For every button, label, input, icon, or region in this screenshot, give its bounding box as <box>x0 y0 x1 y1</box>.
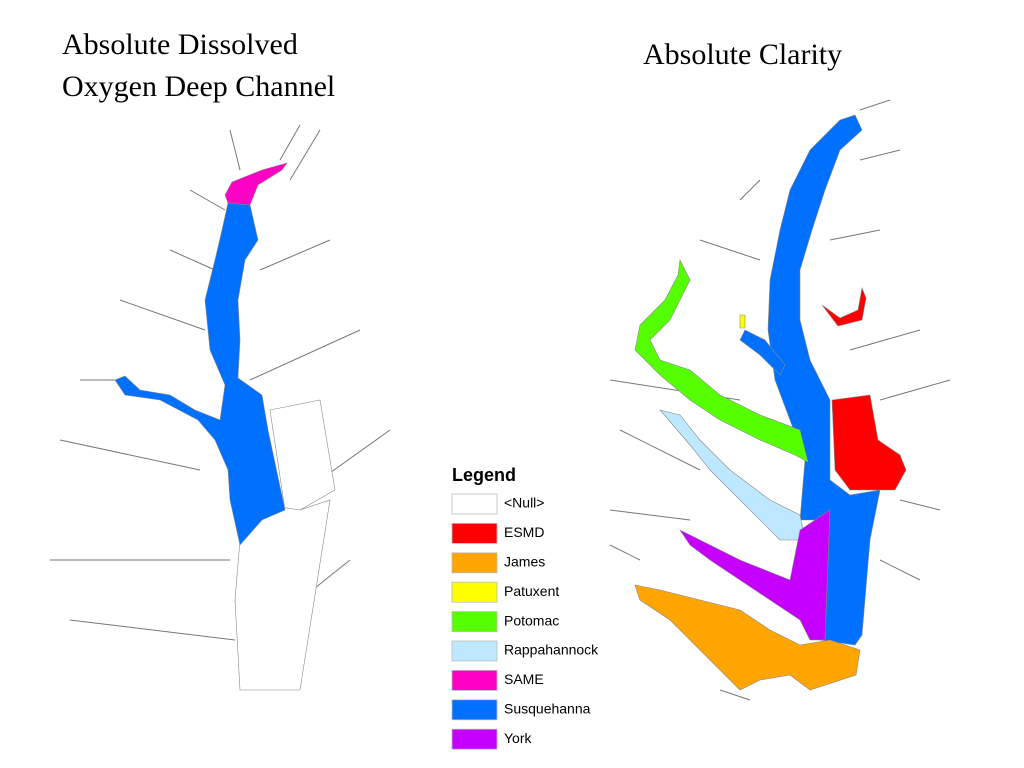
region <box>679 509 831 641</box>
region <box>634 258 809 463</box>
region <box>224 162 288 206</box>
legend-title: Legend <box>452 465 516 485</box>
legend-label: Rappahannock <box>504 642 599 658</box>
legend-swatch <box>451 552 498 574</box>
region <box>634 584 861 691</box>
legend-label: Potomac <box>504 612 559 628</box>
legend-swatch <box>451 523 498 544</box>
legend-swatch <box>451 581 498 603</box>
shoreline <box>50 124 391 641</box>
legend-label: Patuxent <box>504 583 559 599</box>
map-title: Absolute Dissolved <box>62 28 298 61</box>
legend-swatch <box>451 699 498 721</box>
legend-label: York <box>504 730 533 746</box>
legend-label: James <box>504 554 545 570</box>
region <box>269 399 336 511</box>
left-map <box>50 124 391 691</box>
region <box>821 286 867 327</box>
legend-label: ESMD <box>504 524 544 540</box>
region <box>739 329 786 376</box>
region <box>114 202 286 546</box>
shoreline <box>609 99 951 701</box>
right-map <box>609 99 951 701</box>
legend-swatch <box>451 728 498 750</box>
legend: Legend <Null> ESMD James Patuxent Potomac Rap… <box>451 465 599 750</box>
legend-swatch <box>451 611 498 632</box>
region <box>659 409 806 541</box>
map-title: Absolute Clarity <box>643 38 842 71</box>
legend-label: Susquehanna <box>504 701 591 717</box>
legend-swatch <box>451 493 498 515</box>
legend-swatch <box>451 670 498 691</box>
legend-label: SAME <box>504 671 544 687</box>
region <box>739 314 746 329</box>
legend-label: <Null> <box>504 495 544 511</box>
map-title: Oxygen Deep Channel <box>62 70 335 103</box>
region <box>767 114 881 646</box>
region <box>831 394 907 491</box>
legend-swatch <box>451 640 498 662</box>
